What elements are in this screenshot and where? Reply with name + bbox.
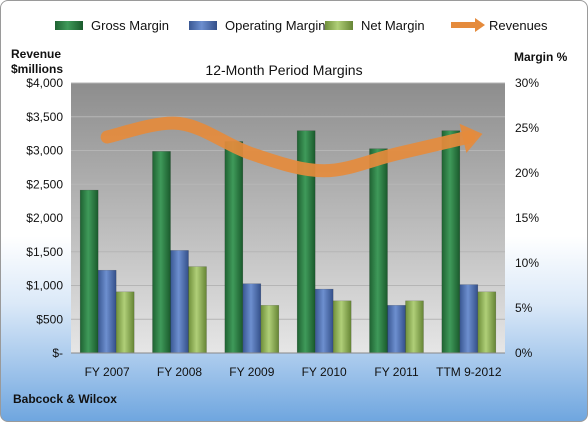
revenues-arrowhead <box>459 123 483 153</box>
grid-lines <box>71 82 505 320</box>
legend: Gross Margin Operating Margin Net Margin Re… <box>55 18 548 33</box>
x-tick-label: FY 2009 <box>229 365 274 379</box>
left-tick-label: $500 <box>36 312 63 326</box>
left-tick-label: $- <box>52 346 63 360</box>
legend-swatch-gross-margin <box>55 21 83 30</box>
x-tick-label: FY 2007 <box>85 365 130 379</box>
operating-margin-bar <box>314 288 334 354</box>
left-tick-label: $1,000 <box>26 279 63 293</box>
legend-swatch-net-margin <box>325 21 353 30</box>
right-tick-label: 30% <box>515 76 539 90</box>
right-axis: 0% 5% 10% 15% 20% 25% 30% <box>515 76 539 360</box>
net-margin-bar <box>405 300 424 354</box>
left-axis: $- $500 $1,000 $1,500 $2,000 $2,500 $3,000 $3,5… <box>26 76 63 360</box>
legend-label: Gross Margin <box>91 18 169 33</box>
legend-label: Revenues <box>489 18 548 33</box>
gross-margin-bar <box>224 141 244 354</box>
legend-label: Operating Margin <box>225 18 325 33</box>
gross-margin-bar <box>152 151 171 354</box>
gross-margin-bar <box>441 130 461 354</box>
x-axis: FY 2007 FY 2008 FY 2009 FY 2010 FY 2011 TTM 9… <box>71 352 505 379</box>
left-axis-label-line1: Revenue <box>11 47 61 61</box>
left-tick-label: $3,000 <box>26 144 63 158</box>
revenues-line <box>100 116 483 178</box>
revenues-line-path <box>100 116 476 178</box>
left-tick-label: $1,500 <box>26 245 63 259</box>
right-tick-label: 15% <box>515 211 539 225</box>
x-tick-label: FY 2011 <box>374 365 419 379</box>
x-tick-label: FY 2010 <box>302 365 347 379</box>
right-tick-label: 10% <box>515 256 539 270</box>
net-margin-bar <box>115 291 135 354</box>
right-tick-label: 0% <box>515 346 533 360</box>
left-tick-label: $2,000 <box>26 211 63 225</box>
left-tick-label: $4,000 <box>26 76 63 90</box>
legend-label: Net Margin <box>361 18 425 33</box>
right-tick-label: 5% <box>515 301 533 315</box>
gross-margin-bar <box>369 148 388 354</box>
legend-arrow-icon <box>475 18 485 32</box>
x-tick-label: TTM 9-2012 <box>436 365 502 379</box>
right-axis-label: Margin % <box>514 50 568 64</box>
right-tick-label: 20% <box>515 166 539 180</box>
net-margin-bar <box>332 300 352 354</box>
legend-swatch-operating-margin <box>189 21 217 30</box>
operating-margin-bar <box>170 250 189 354</box>
left-tick-label: $3,500 <box>26 110 63 124</box>
net-margin-bar <box>188 266 207 354</box>
operating-margin-bar <box>242 283 262 354</box>
gross-margin-bar <box>79 189 99 354</box>
net-margin-bar <box>477 291 497 354</box>
company-name: Babcock & Wilcox <box>13 392 117 406</box>
chart-title: 12-Month Period Margins <box>205 62 362 78</box>
x-tick-label: FY 2008 <box>157 365 202 379</box>
net-margin-bar <box>260 305 280 354</box>
left-axis-label-line2: $millions <box>11 62 63 76</box>
operating-margin-bar <box>459 284 479 354</box>
operating-margin-bar <box>387 305 406 354</box>
operating-margin-bar <box>97 269 117 354</box>
left-tick-label: $2,500 <box>26 177 63 191</box>
right-tick-label: 25% <box>515 121 539 135</box>
